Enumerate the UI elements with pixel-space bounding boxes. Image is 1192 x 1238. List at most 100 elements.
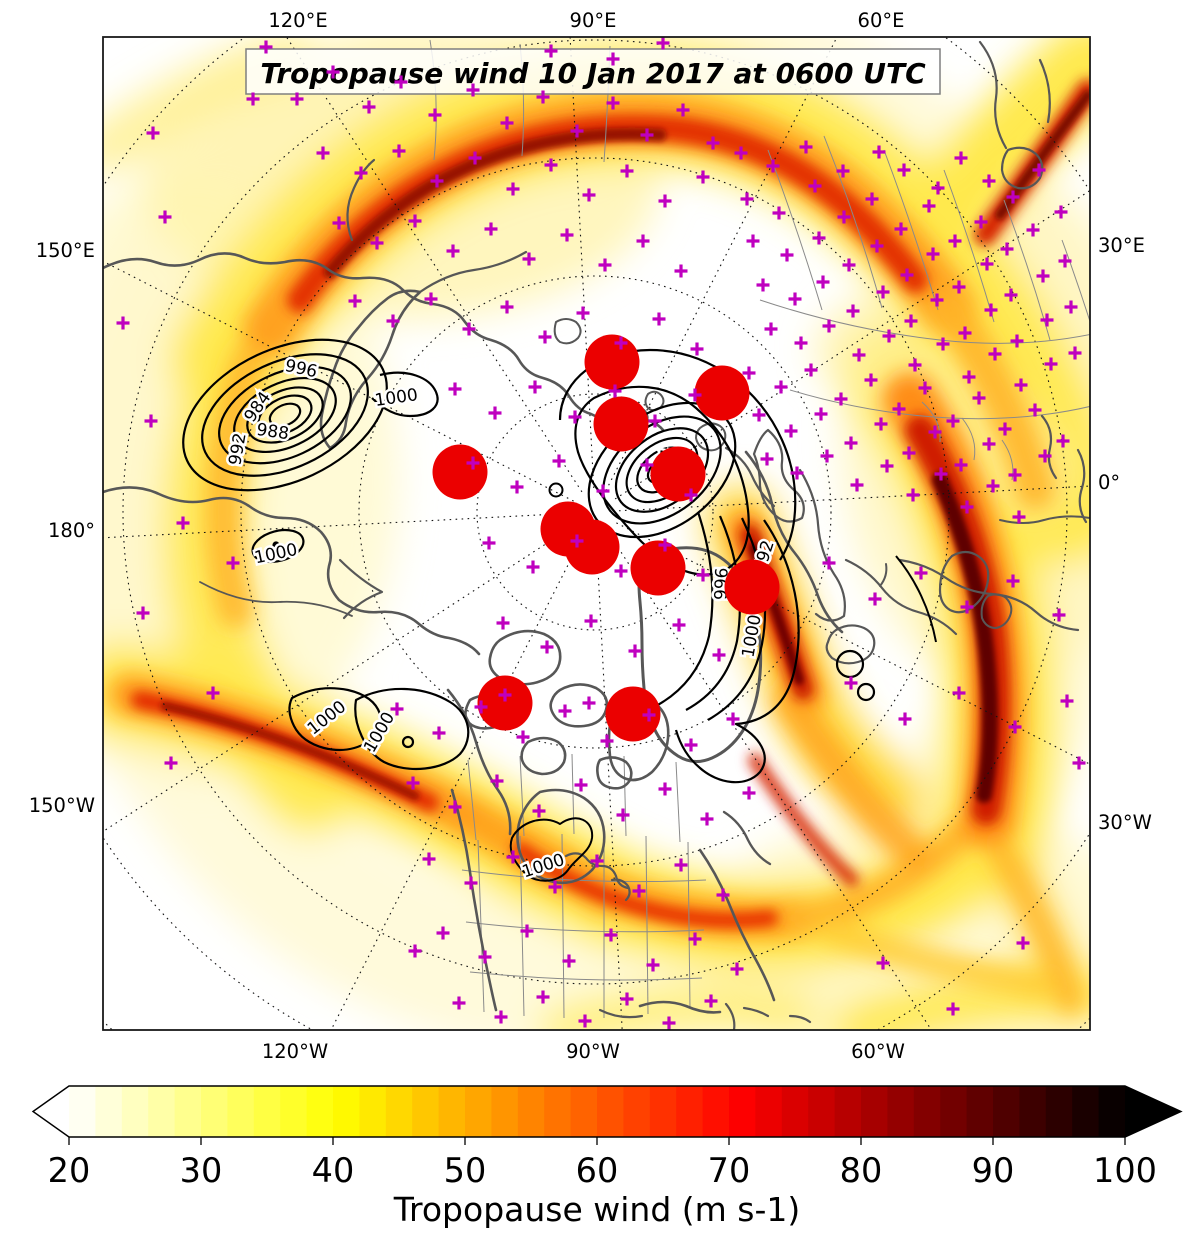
admin-borders bbox=[429, 39, 1090, 1019]
axis-tick-label: 0° bbox=[1098, 471, 1120, 494]
colorbar-under-arrow bbox=[33, 1086, 69, 1137]
station-plus-marker bbox=[900, 268, 914, 282]
station-plus-marker bbox=[930, 293, 944, 307]
station-plus-marker bbox=[926, 247, 940, 261]
colorbar-segment bbox=[676, 1086, 704, 1137]
station-plus-marker bbox=[684, 488, 698, 502]
station-plus-marker bbox=[648, 414, 662, 428]
station-plus-marker bbox=[538, 330, 552, 344]
colorbar-tick-label: 50 bbox=[444, 1151, 487, 1190]
station-plus-marker bbox=[918, 381, 932, 395]
station-plus-marker bbox=[422, 852, 436, 866]
station-plus-marker bbox=[984, 303, 998, 317]
station-plus-marker bbox=[1016, 936, 1030, 950]
colorbar-segment bbox=[1072, 1086, 1100, 1137]
station-plus-marker bbox=[902, 446, 916, 460]
station-plus-marker bbox=[432, 726, 446, 740]
station-plus-marker bbox=[960, 500, 974, 514]
station-plus-marker bbox=[290, 92, 304, 106]
station-plus-marker bbox=[540, 640, 554, 654]
station-plus-marker bbox=[740, 192, 754, 206]
station-plus-marker bbox=[226, 556, 240, 570]
station-plus-marker bbox=[880, 459, 894, 473]
station-plus-marker bbox=[766, 159, 780, 173]
station-plus-marker bbox=[578, 1014, 592, 1028]
station-plus-marker bbox=[952, 280, 966, 294]
colorbar-segment bbox=[491, 1086, 519, 1137]
colorbar-segment bbox=[1098, 1086, 1126, 1137]
red-circle-marker bbox=[605, 686, 661, 742]
graticule-line bbox=[122, 39, 1068, 985]
station-plus-marker bbox=[526, 560, 540, 574]
station-plus-marker bbox=[688, 932, 702, 946]
axis-tick-label: 180° bbox=[48, 519, 95, 542]
station-plus-marker bbox=[870, 239, 884, 253]
station-plus-marker bbox=[946, 414, 960, 428]
station-plus-marker bbox=[864, 373, 878, 387]
station-plus-marker bbox=[730, 962, 744, 976]
colorbar-tick-label: 80 bbox=[840, 1151, 883, 1190]
station-plus-marker bbox=[1000, 242, 1014, 256]
colorbar-tick-label: 100 bbox=[1093, 1151, 1157, 1190]
station-plus-marker bbox=[898, 712, 912, 726]
red-circle-marker bbox=[477, 675, 533, 731]
colorbar-tick-label: 60 bbox=[576, 1151, 619, 1190]
station-plus-marker bbox=[988, 347, 1002, 361]
colorbar-segment bbox=[544, 1086, 572, 1137]
axis-tick-label: 60°E bbox=[858, 9, 905, 32]
station-plus-marker bbox=[1040, 313, 1054, 327]
colorbar: 20 30 40 50 60 70 80 90 100 bbox=[31, 1085, 1183, 1190]
station-plus-marker bbox=[868, 592, 882, 606]
station-plus-marker bbox=[764, 322, 778, 336]
axis-tick-label: 120°E bbox=[268, 9, 327, 32]
station-plus-marker bbox=[706, 136, 720, 150]
graticule-line bbox=[618, 485, 1090, 512]
station-plus-marker bbox=[980, 257, 994, 271]
station-plus-marker bbox=[574, 778, 588, 792]
station-plus-marker bbox=[814, 407, 828, 421]
station-plus-marker bbox=[676, 103, 690, 117]
station-plus-marker bbox=[726, 712, 740, 726]
station-plus-marker bbox=[176, 516, 190, 530]
station-plus-marker bbox=[804, 363, 818, 377]
station-plus-marker bbox=[488, 406, 502, 420]
station-plus-marker bbox=[652, 312, 666, 326]
station-plus-marker bbox=[1026, 223, 1040, 237]
station-plus-marker bbox=[760, 452, 774, 466]
red-circle-marker bbox=[650, 446, 706, 502]
colorbar-segment bbox=[95, 1086, 123, 1137]
graticule-line bbox=[103, 260, 574, 502]
station-plus-marker bbox=[1044, 357, 1058, 371]
station-plus-marker bbox=[788, 292, 802, 306]
station-plus-marker bbox=[608, 384, 622, 398]
station-plus-marker bbox=[960, 600, 974, 614]
station-plus-marker bbox=[742, 786, 756, 800]
station-plus-marker bbox=[510, 480, 524, 494]
station-plus-marker bbox=[1014, 378, 1028, 392]
graticule-line bbox=[285, 37, 583, 493]
station-plus-marker bbox=[596, 484, 610, 498]
station-plus-marker bbox=[348, 294, 362, 308]
station-plus-marker bbox=[799, 140, 813, 154]
colorbar-segment bbox=[861, 1086, 888, 1137]
colorbar-segment bbox=[385, 1086, 413, 1137]
colorbar-tick-label: 30 bbox=[180, 1151, 223, 1190]
graticule-line bbox=[605, 37, 838, 491]
colorbar-segment bbox=[465, 1086, 492, 1137]
red-circle-marker bbox=[694, 365, 750, 421]
station-plus-marker bbox=[808, 179, 822, 193]
station-plus-marker bbox=[865, 192, 879, 206]
station-plus-marker bbox=[582, 696, 596, 710]
station-plus-marker bbox=[136, 606, 150, 620]
station-plus-marker bbox=[1064, 300, 1078, 314]
colorbar-segment bbox=[834, 1086, 862, 1137]
station-plus-marker bbox=[914, 566, 928, 580]
station-plus-marker bbox=[837, 210, 851, 224]
station-plus-marker bbox=[794, 336, 808, 350]
colorbar-segment bbox=[913, 1086, 941, 1137]
station-plus-marker bbox=[570, 124, 584, 138]
station-plus-marker bbox=[986, 479, 1000, 493]
map-border bbox=[102, 36, 1091, 1031]
colorbar-segment bbox=[887, 1086, 915, 1137]
station-plus-marker bbox=[164, 756, 178, 770]
